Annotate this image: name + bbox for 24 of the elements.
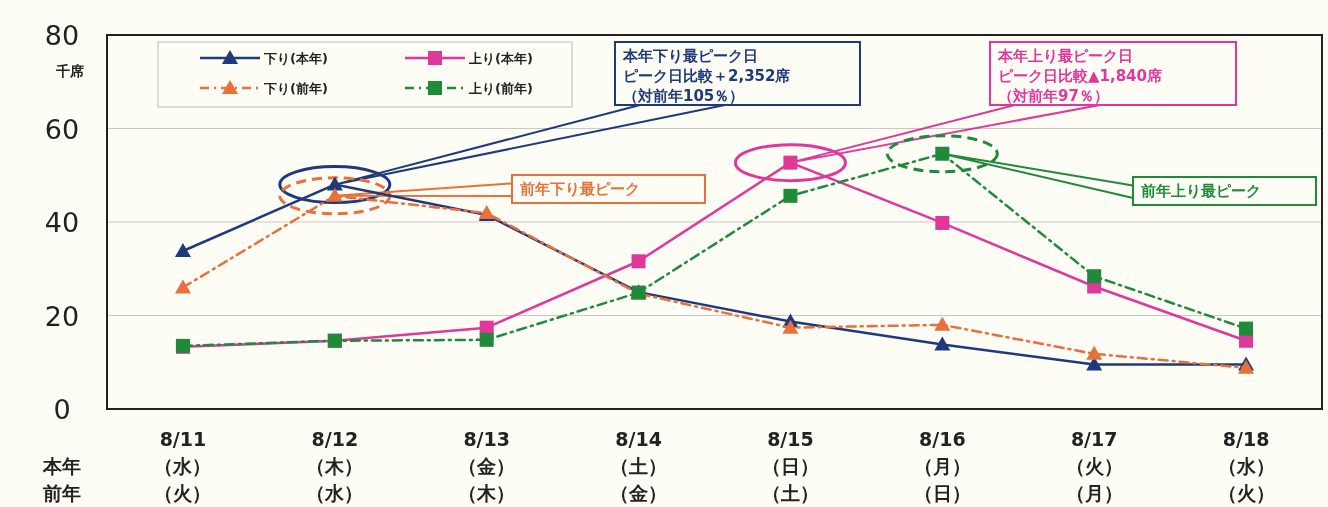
x-tick-label: 8/17（火）（月） [1065,428,1123,504]
annotation: 本年下り最ピーク日ピーク日比較＋2,352席（対前年105％） [622,47,791,105]
x-tick-label: 8/15（日）（土） [761,428,819,504]
x-tick-label: 8/11（水）（火） [154,428,212,504]
annotation: 前年上り最ピーク [1140,182,1261,200]
x-tick-label: 8/18（水）（火） [1217,428,1275,504]
x-tick-label: 8/13（金）（木） [458,428,516,504]
x-tick-label: 8/12（木）（水） [306,428,364,504]
y-tick-label: 0 [53,394,71,425]
x-tick-label: 8/14（土）（金） [610,428,668,504]
legend-label: 上り(本年) [468,51,533,66]
annotation: 前年下り最ピーク [519,180,640,198]
legend-label: 上り(前年) [468,81,533,96]
y-axis-title: 千席 [55,63,84,79]
text: 本年 [42,455,81,477]
y-tick-label: 40 [44,207,80,238]
y-tick-label: 20 [44,300,80,332]
x-tick-label: 8/16（月）（日） [913,428,971,504]
legend-label: 下り(前年) [263,81,328,96]
legend-label: 下り(本年) [263,51,328,66]
y-tick-label: 60 [44,113,80,145]
y-tick-label: 80 [44,20,80,51]
text: 前年 [42,482,81,504]
annotation: 本年上り最ピーク日ピーク日比較▲1,840席（対前年97％） [997,47,1162,105]
